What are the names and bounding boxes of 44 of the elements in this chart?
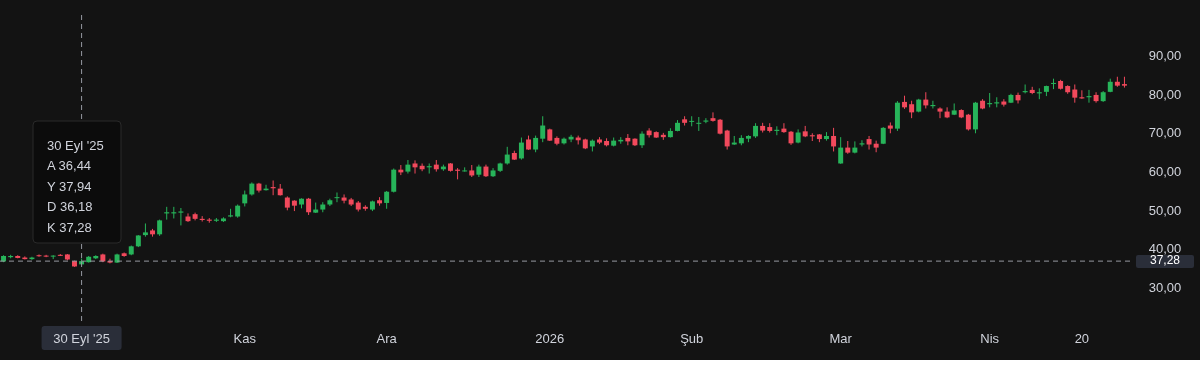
candlestick [703, 117, 709, 124]
candlestick [866, 135, 872, 151]
annotation: A 36,44 [47, 158, 92, 174]
y-tick-label: 50,00 [1148, 202, 1182, 218]
x-tick-label: 20 [1074, 330, 1090, 346]
y-tick-label: 30,00 [1148, 280, 1182, 296]
y-tick-label: 60,00 [1148, 164, 1182, 180]
y-tick-label: 80,00 [1148, 86, 1182, 102]
candlestick [696, 116, 702, 132]
candlestick [1072, 83, 1078, 104]
candlestick [412, 159, 418, 175]
candlestick [540, 115, 546, 143]
candlestick [937, 106, 943, 119]
x-tick-label: Kas [233, 330, 257, 346]
x-tick-label: Mar [829, 330, 853, 346]
candlestick [178, 207, 184, 226]
annotation: Y 37,94 [47, 178, 92, 194]
x-tick-label: Şub [680, 330, 704, 346]
x-tick-label: 30 Eyl '25 [53, 330, 110, 346]
candlestick [1093, 91, 1099, 104]
y-tick-label: 90,00 [1148, 47, 1182, 63]
x-tick-label: 2026 [535, 330, 565, 346]
candlestick [724, 129, 730, 151]
candlestick [1051, 78, 1056, 90]
candlestick [518, 137, 524, 161]
annotation: D 36,18 [47, 199, 93, 215]
candlestick [838, 136, 844, 165]
candlestick [1015, 92, 1021, 104]
candlestick [405, 159, 411, 175]
annotation: 30 Eyl '25 [47, 137, 104, 153]
candlestick [831, 127, 837, 152]
candlestick [334, 192, 340, 203]
annotation: K 37,28 [47, 219, 92, 235]
candlestick [341, 193, 347, 204]
y-tick-label: 70,00 [1148, 125, 1182, 141]
candlestick [852, 140, 858, 154]
candlestick [36, 253, 42, 258]
x-tick-label: Nis [980, 330, 1000, 346]
x-tick-label: Ara [376, 330, 398, 346]
candlestick [43, 254, 49, 258]
candlestick [710, 111, 716, 123]
candlestick [462, 166, 468, 173]
candlestick [689, 115, 695, 127]
candlestick [391, 168, 397, 194]
